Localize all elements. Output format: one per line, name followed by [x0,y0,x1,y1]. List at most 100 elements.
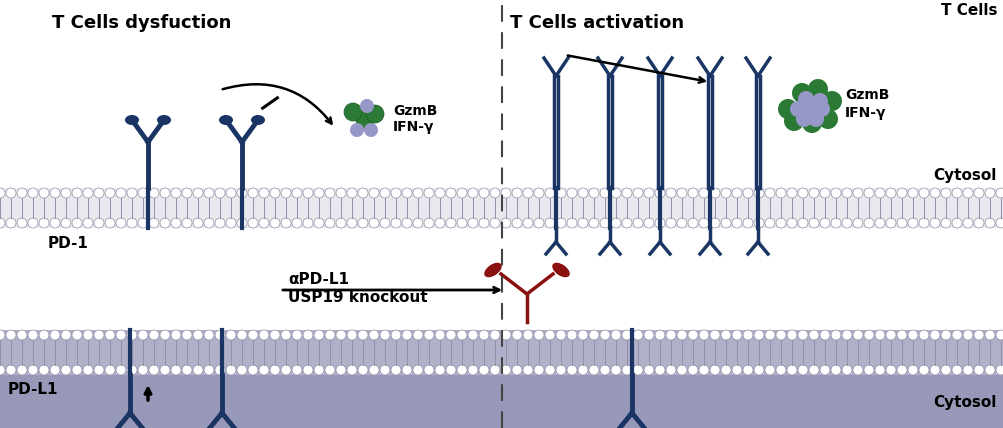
Circle shape [303,330,313,340]
Circle shape [137,218,147,228]
Circle shape [39,218,49,228]
Circle shape [248,365,258,375]
Circle shape [709,330,719,340]
Circle shape [193,188,203,198]
Circle shape [611,365,621,375]
Circle shape [434,330,444,340]
Bar [0,375,1003,428]
Circle shape [654,188,664,198]
Circle shape [171,365,181,375]
Circle shape [171,330,181,340]
Circle shape [962,330,972,340]
Circle shape [478,365,488,375]
Circle shape [764,365,774,375]
Circle shape [742,330,752,340]
Circle shape [6,188,16,198]
Circle shape [951,330,961,340]
Circle shape [842,218,852,228]
Circle shape [61,365,71,375]
Circle shape [523,188,533,198]
Circle shape [951,218,961,228]
Circle shape [654,330,664,340]
Circle shape [864,218,874,228]
Circle shape [896,188,906,198]
Circle shape [984,330,994,340]
Circle shape [797,91,813,107]
Circle shape [72,365,82,375]
Circle shape [215,365,225,375]
Circle shape [237,365,247,375]
Circle shape [918,365,928,375]
Circle shape [775,330,785,340]
Circle shape [797,218,807,228]
Circle shape [929,365,939,375]
Circle shape [791,83,811,103]
Circle shape [83,188,93,198]
Text: Cytosol: Cytosol [933,395,996,410]
Circle shape [259,365,269,375]
Circle shape [795,111,811,127]
Circle shape [567,218,577,228]
Circle shape [687,365,697,375]
Circle shape [797,365,807,375]
Circle shape [61,218,71,228]
Circle shape [534,218,544,228]
Circle shape [611,188,621,198]
Circle shape [423,188,433,198]
Circle shape [159,365,170,375]
Circle shape [918,330,928,340]
Circle shape [830,365,841,375]
Circle shape [116,188,125,198]
Circle shape [105,218,115,228]
Circle shape [292,218,302,228]
Circle shape [248,188,258,198]
Circle shape [401,330,411,340]
Circle shape [226,330,236,340]
Ellipse shape [251,115,265,125]
Circle shape [811,93,827,109]
Circle shape [94,218,104,228]
Circle shape [534,330,544,340]
Circle shape [83,218,93,228]
Circle shape [973,188,983,198]
Circle shape [358,330,368,340]
Circle shape [137,365,147,375]
Circle shape [622,365,631,375]
Circle shape [369,330,378,340]
Circle shape [159,188,170,198]
Circle shape [929,218,939,228]
Circle shape [786,218,796,228]
Circle shape [347,188,357,198]
Circle shape [907,188,917,198]
Circle shape [281,188,291,198]
Circle shape [512,188,522,198]
Circle shape [676,365,686,375]
Circle shape [83,330,93,340]
Circle shape [632,365,642,375]
Circle shape [17,218,27,228]
Circle shape [545,330,555,340]
Circle shape [325,365,335,375]
Circle shape [819,330,829,340]
Circle shape [808,218,818,228]
Circle shape [193,330,203,340]
Circle shape [512,365,522,375]
Circle shape [813,101,829,117]
Circle shape [94,365,104,375]
Circle shape [962,365,972,375]
Circle shape [600,188,610,198]
Circle shape [973,218,983,228]
Circle shape [643,330,653,340]
Circle shape [116,330,125,340]
Circle shape [126,218,136,228]
Circle shape [347,365,357,375]
Circle shape [665,330,675,340]
Circle shape [534,188,544,198]
Text: PD-L1: PD-L1 [8,382,58,397]
Circle shape [303,365,313,375]
Circle shape [777,99,797,119]
Circle shape [896,330,906,340]
Circle shape [379,330,389,340]
Circle shape [775,365,785,375]
Circle shape [270,218,280,228]
